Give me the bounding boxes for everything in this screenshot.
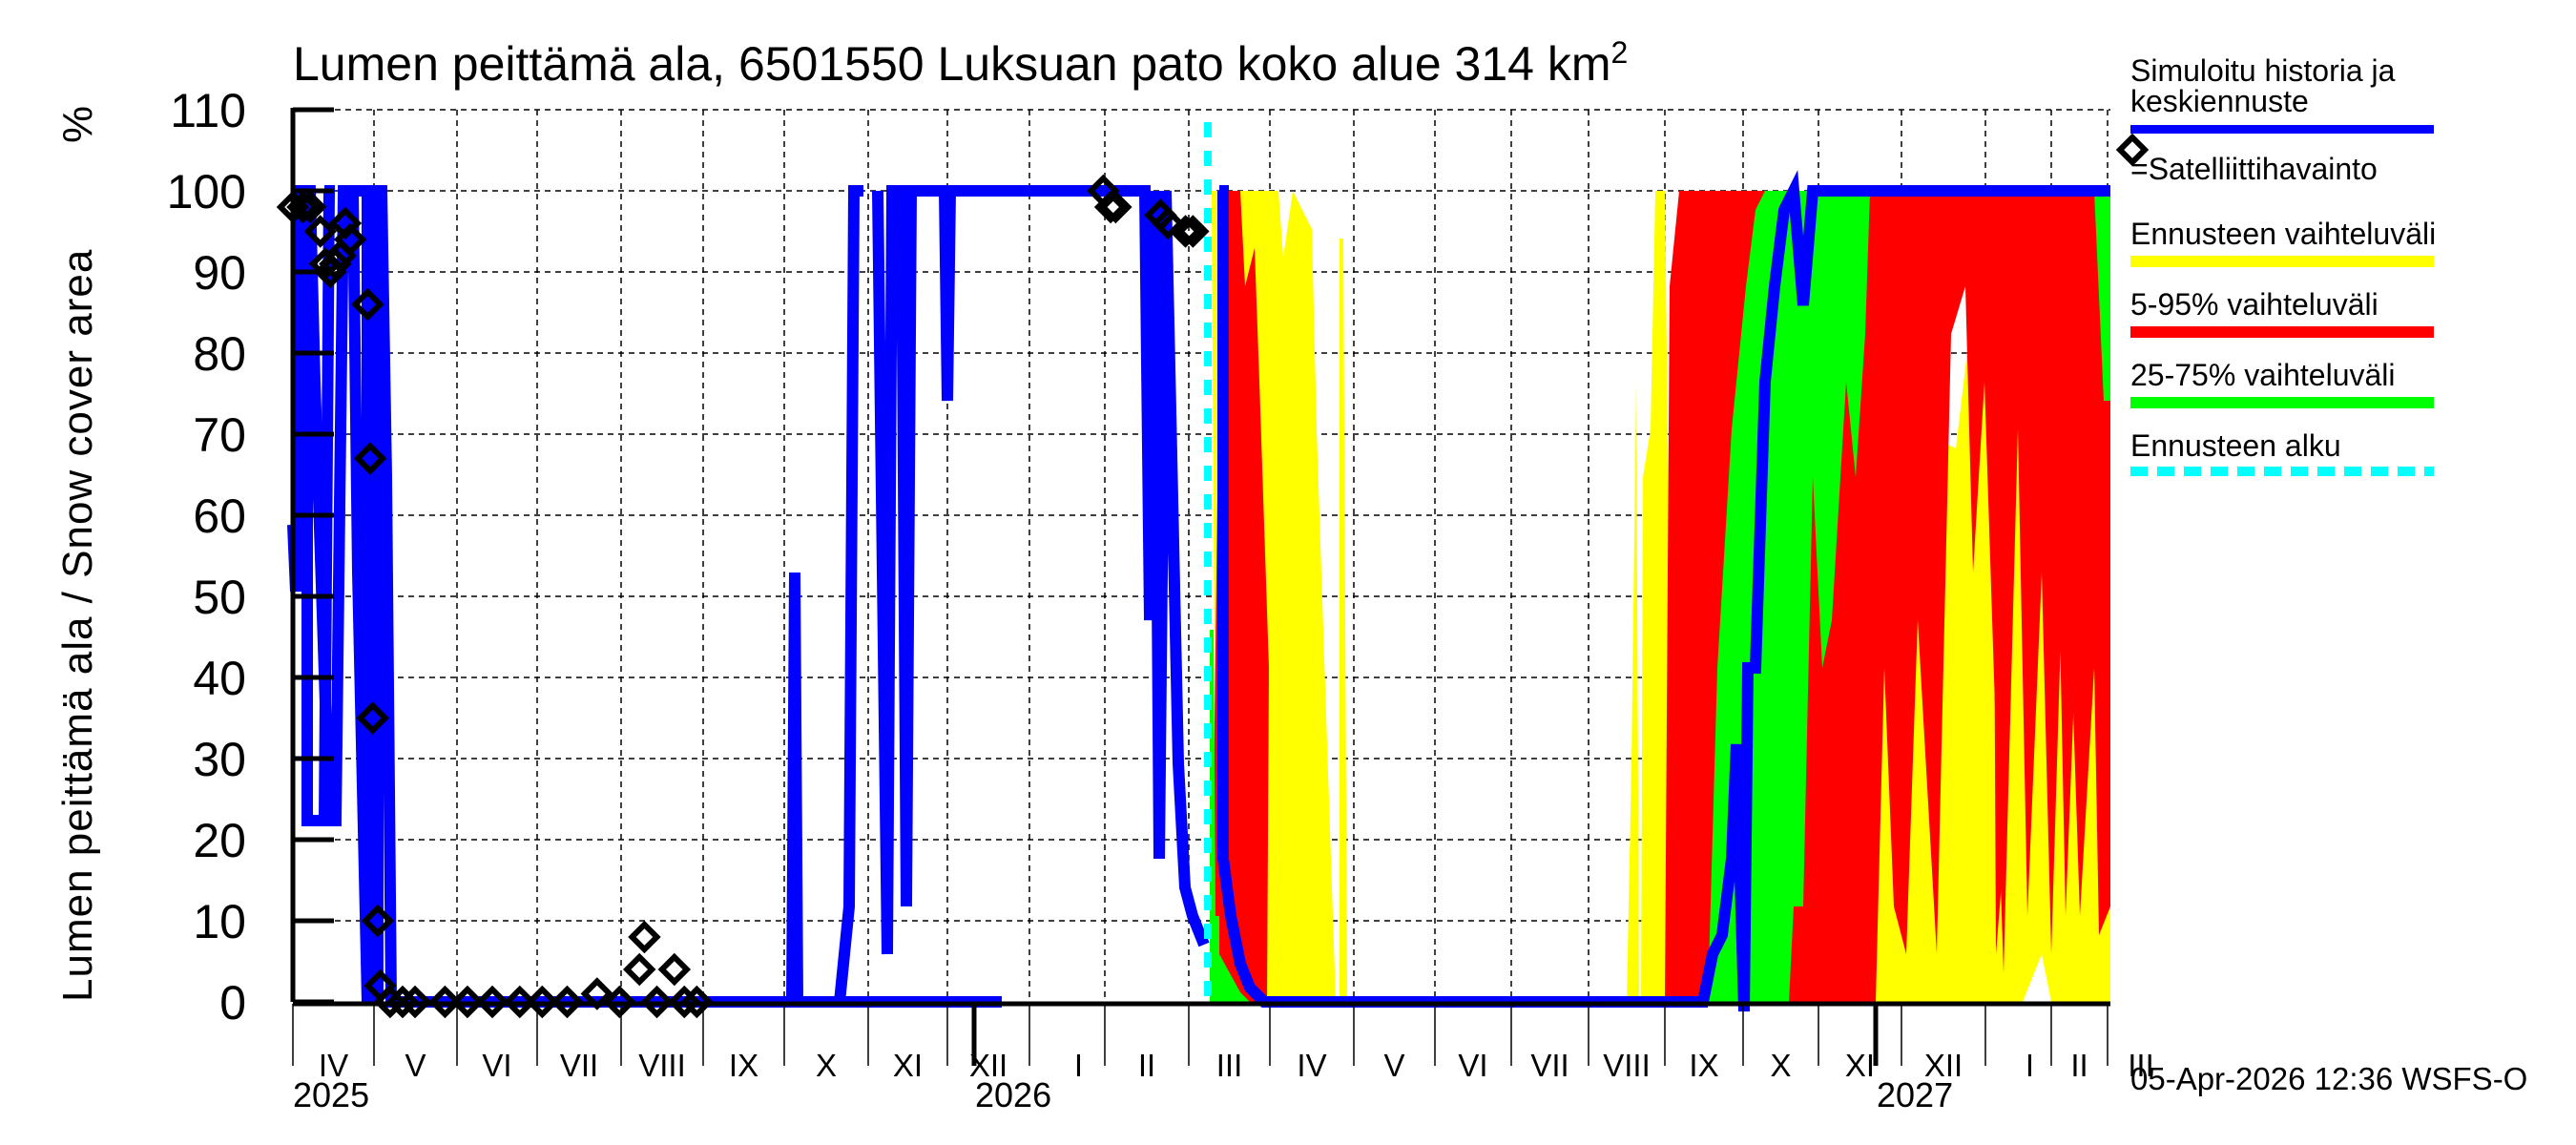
diamond-icon [356, 701, 389, 735]
y-axis-unit: % [54, 105, 101, 143]
month-label: IV [1297, 1048, 1326, 1083]
x-month-ticks [292, 1004, 2109, 1066]
band-green-late [2094, 191, 2110, 401]
month-label: XI [893, 1048, 923, 1083]
month-label: XII [1924, 1048, 1963, 1083]
diamond-icon [1169, 215, 1202, 248]
band-red-spring-2 [1231, 191, 1240, 1002]
diamond-icon [303, 215, 337, 248]
legend-label-simulated-2: keskiennuste [2130, 84, 2309, 118]
chart-title: Lumen peittämä ala, 6501550 Luksuan pato… [293, 35, 1628, 91]
diamond-icon [294, 190, 327, 224]
month-label: VI [482, 1048, 511, 1083]
diamond-icon [428, 985, 462, 1019]
y-tick-label: 40 [193, 652, 246, 705]
month-label: I [2025, 1048, 2034, 1083]
diamond-icon [1093, 190, 1128, 224]
diamond-icon [361, 904, 395, 938]
month-label: VIII [638, 1048, 686, 1083]
y-tick-marks [293, 107, 334, 1005]
legend-swatch-red [2130, 326, 2434, 338]
y-tick-label: 90 [193, 246, 246, 300]
month-label: VII [560, 1048, 598, 1083]
diamond-icon [657, 952, 692, 987]
year-label-2027: 2027 [1877, 1075, 1953, 1114]
diamond-icon [385, 985, 420, 1019]
band-green-spring [1210, 630, 1250, 1002]
legend: Simuloitu historia ja keskiennuste =Sate… [2115, 53, 2436, 476]
month-label: III [2128, 1048, 2154, 1083]
y-tick-label: 0 [219, 976, 246, 1030]
diamond-icon [333, 222, 367, 257]
diamond-icon [628, 920, 661, 954]
diamond-icon [551, 985, 584, 1019]
diamond-icon [450, 985, 485, 1019]
timestamp: 05-Apr-2026 12:36 WSFS-O [2130, 1061, 2527, 1096]
month-label: II [1138, 1048, 1155, 1083]
legend-label-5-95: 5-95% vaihteluväli [2130, 287, 2379, 322]
diamond-icon [1151, 206, 1185, 240]
month-label: I [1074, 1048, 1083, 1083]
y-tick-labels: 0 10 20 30 40 50 60 70 80 90 100 110 [167, 84, 246, 1030]
diamond-icon [1099, 190, 1132, 224]
y-tick-label: 100 [167, 165, 246, 219]
y-axis-label: Lumen peittämä ala / Snow cover area [54, 249, 101, 1002]
diamond-icon [319, 247, 352, 281]
diamond-icon [2115, 133, 2150, 167]
y-tick-label: 30 [193, 733, 246, 786]
y-tick-label: 20 [193, 814, 246, 867]
month-label: XII [969, 1048, 1008, 1083]
month-label: VIII [1603, 1048, 1651, 1083]
y-tick-label: 80 [193, 327, 246, 381]
x-month-labels: IV V VI VII VIII IX X XI XII I II III IV V VI VII VIII IX… [319, 1048, 2154, 1083]
band-red-winter-fill [1992, 191, 2075, 954]
month-label: X [816, 1048, 837, 1083]
diamond-icon [526, 985, 559, 1019]
legend-label-forecast-start: Ennusteen alku [2130, 428, 2341, 463]
y-tick-label: 60 [193, 489, 246, 543]
diamond-icon [680, 985, 714, 1019]
band-yellow-spring-streaks [1288, 229, 1347, 1002]
month-label: II [2070, 1048, 2088, 1083]
month-label: XI [1845, 1048, 1875, 1083]
diamond-icon [351, 287, 384, 322]
diamond-icon [622, 952, 656, 987]
legend-label-range: Ennusteen vaihteluväli [2130, 217, 2436, 251]
legend-swatch-blue [2130, 125, 2434, 134]
month-label: V [1383, 1048, 1404, 1083]
band-yellow-autumn [1627, 191, 1674, 1002]
month-label: IV [319, 1048, 348, 1083]
diamond-icon [353, 442, 387, 475]
month-label: VII [1530, 1048, 1568, 1083]
forecast-bands [1210, 191, 2110, 1002]
diamond-icon [475, 985, 509, 1019]
month-label: X [1770, 1048, 1791, 1083]
legend-swatch-green [2130, 397, 2434, 408]
month-label: IX [729, 1048, 758, 1083]
diamond-icon [668, 985, 701, 1019]
y-tick-label: 50 [193, 571, 246, 624]
legend-label-simulated-1: Simuloitu historia ja [2130, 53, 2396, 88]
diamond-icon [373, 985, 407, 1019]
year-label-2025: 2025 [293, 1075, 369, 1114]
diamond-icon [503, 985, 537, 1019]
month-label: IX [1689, 1048, 1718, 1083]
y-tick-label: 10 [193, 895, 246, 948]
legend-swatch-yellow [2130, 256, 2434, 267]
diamond-icon [1176, 215, 1210, 248]
y-tick-label: 110 [170, 84, 246, 137]
diamond-icon [640, 985, 674, 1019]
y-tick-label: 70 [193, 408, 246, 462]
legend-label-25-75: 25-75% vaihteluväli [2130, 358, 2396, 392]
month-label: V [405, 1048, 426, 1083]
year-label-2026: 2026 [975, 1075, 1051, 1114]
legend-label-satellite: =Satelliittihavainto [2130, 152, 2378, 186]
diamond-icon [398, 985, 432, 1019]
month-label: III [1216, 1048, 1243, 1083]
diamond-icon [603, 985, 636, 1019]
month-label: VI [1458, 1048, 1487, 1083]
